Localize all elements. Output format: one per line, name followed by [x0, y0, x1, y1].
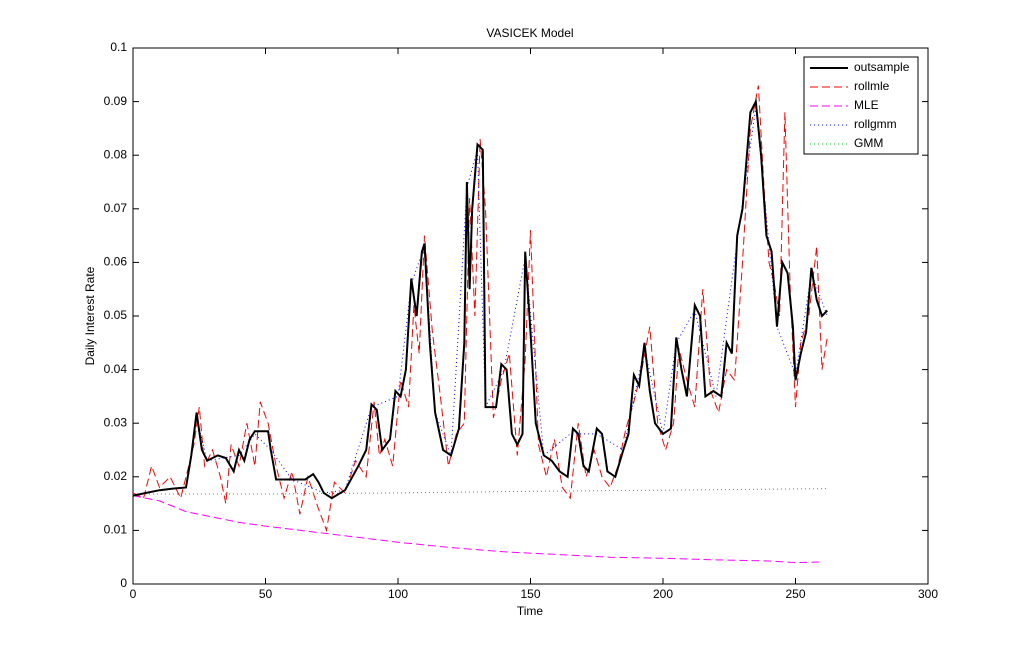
- series-line: [132, 85, 828, 533]
- legend-label: rollgmm: [854, 117, 897, 131]
- chart-title: VASICEK Model: [486, 26, 573, 40]
- y-tick-label: 0.05: [104, 308, 128, 322]
- y-tick-label: 0.02: [104, 469, 128, 483]
- y-axis-label: Daily Interest Rate: [83, 266, 97, 365]
- y-tick-label: 0.1: [110, 40, 127, 54]
- x-tick-label: 150: [520, 587, 540, 601]
- y-tick-label: 0.01: [104, 523, 128, 537]
- x-tick-label: 250: [785, 587, 805, 601]
- legend-label: outsample: [854, 60, 910, 74]
- y-tick-label: 0.09: [104, 94, 128, 108]
- legend-label: MLE: [854, 98, 879, 112]
- series-line: [133, 488, 828, 495]
- x-tick-label: 100: [388, 587, 408, 601]
- series-line: [132, 495, 823, 564]
- x-tick-label: 200: [653, 587, 673, 601]
- y-tick-label: 0.07: [104, 201, 128, 215]
- series-line: [132, 106, 828, 497]
- x-tick-label: 50: [259, 587, 273, 601]
- y-tick-label: 0.08: [104, 147, 128, 161]
- y-tick-label: 0.03: [104, 415, 128, 429]
- x-axis-label: Time: [517, 604, 544, 618]
- x-tick-label: 0: [130, 587, 137, 601]
- x-tick-label: 300: [918, 587, 938, 601]
- y-tick-label: 0.06: [104, 255, 128, 269]
- legend-label: GMM: [854, 136, 883, 150]
- y-tick-label: 0: [120, 576, 127, 590]
- legend-label: rollmle: [854, 79, 890, 93]
- series-line: [132, 98, 829, 500]
- y-tick-label: 0.04: [104, 362, 128, 376]
